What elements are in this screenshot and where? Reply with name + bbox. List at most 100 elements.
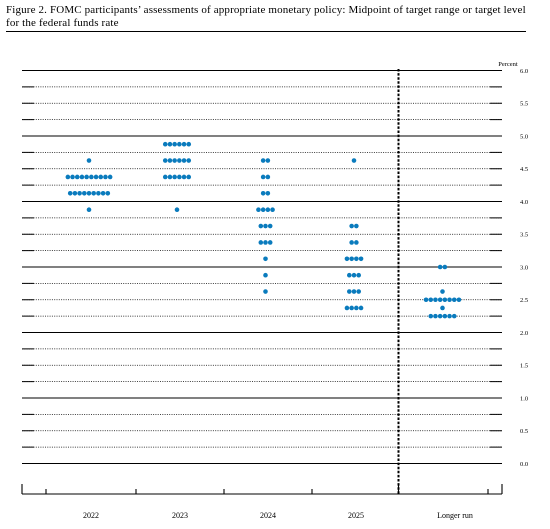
participant-dot bbox=[351, 289, 357, 294]
participant-dot bbox=[181, 141, 187, 147]
participant-dot bbox=[456, 297, 462, 303]
y-tick-label: 1.0 bbox=[520, 395, 528, 402]
participant-dot bbox=[437, 313, 443, 319]
participant-dot bbox=[347, 289, 352, 294]
y-tick-label: 3.0 bbox=[520, 264, 528, 271]
participant-dot bbox=[265, 174, 271, 180]
participant-dot bbox=[437, 297, 443, 303]
participant-dot bbox=[167, 158, 173, 163]
participant-dot bbox=[447, 297, 452, 303]
y-tick-labels: 6.0 5.5 5.0 4.5 4.0 3.5 3.0 2.5 2.0 1.5 1.0 0.5 0.0 bbox=[520, 68, 528, 468]
participant-dot bbox=[181, 174, 187, 180]
participant-dot bbox=[181, 158, 187, 163]
participant-dot bbox=[263, 256, 268, 262]
participant-dot bbox=[79, 174, 85, 180]
participant-dot bbox=[358, 256, 364, 262]
participant-dot bbox=[428, 297, 434, 303]
grid-lines bbox=[22, 69, 502, 465]
x-category-label: 2023 bbox=[172, 511, 188, 520]
participant-dot bbox=[77, 191, 82, 196]
y-tick-label: 4.0 bbox=[520, 199, 528, 206]
participant-dot bbox=[351, 272, 357, 278]
participant-dot bbox=[82, 191, 87, 196]
participant-dot bbox=[72, 191, 78, 196]
participant-dot bbox=[356, 272, 362, 278]
participant-dot bbox=[167, 141, 173, 147]
participant-dot bbox=[86, 191, 92, 196]
participant-dot bbox=[451, 297, 457, 303]
x-axis: 2022 2023 2024 2025 Longer run bbox=[21, 484, 503, 520]
y-tick-label: 5.5 bbox=[520, 101, 528, 108]
participant-dot bbox=[442, 313, 448, 319]
participant-dot bbox=[162, 174, 168, 180]
participant-dot bbox=[270, 207, 275, 212]
participant-dot bbox=[260, 207, 266, 212]
participant-dot bbox=[177, 174, 182, 180]
participant-dot bbox=[258, 240, 264, 245]
y-tick-label: 4.5 bbox=[520, 166, 528, 173]
participant-dot bbox=[428, 313, 434, 319]
participant-dot bbox=[89, 174, 94, 180]
participant-dot bbox=[177, 158, 182, 163]
participant-dot bbox=[267, 223, 273, 229]
participant-dot bbox=[344, 256, 350, 262]
x-category-label: Longer run bbox=[437, 511, 473, 520]
participant-dot bbox=[107, 174, 113, 180]
participant-dot bbox=[103, 174, 108, 180]
participant-dot bbox=[349, 305, 354, 311]
participant-dot bbox=[172, 174, 177, 180]
participant-dot bbox=[186, 158, 192, 163]
participant-dot bbox=[96, 191, 101, 196]
y-tick-label: 0.5 bbox=[520, 428, 528, 435]
participant-dot bbox=[440, 289, 445, 294]
participant-dot bbox=[172, 141, 177, 147]
participant-dot bbox=[440, 305, 445, 311]
participant-dot bbox=[84, 174, 89, 180]
participant-dot bbox=[349, 240, 354, 245]
participant-dot bbox=[263, 223, 268, 229]
y-tick-label: 6.0 bbox=[520, 68, 528, 75]
participant-dot bbox=[433, 313, 438, 319]
x-category-label: 2024 bbox=[260, 511, 276, 520]
participant-dot bbox=[263, 240, 268, 245]
participant-dot bbox=[433, 297, 438, 303]
participant-dot bbox=[100, 191, 106, 196]
participant-dot bbox=[258, 223, 264, 229]
participant-dot bbox=[98, 174, 104, 180]
participant-dot bbox=[186, 141, 192, 147]
x-category-label: 2022 bbox=[83, 511, 99, 520]
participant-dot bbox=[437, 264, 443, 270]
participant-dot bbox=[162, 158, 168, 163]
y-tick-label: 2.0 bbox=[520, 330, 528, 337]
participant-dot bbox=[442, 297, 448, 303]
y-tick-label: 2.5 bbox=[520, 297, 528, 304]
participant-dot bbox=[91, 191, 96, 196]
participant-dot bbox=[172, 158, 177, 163]
participant-dot bbox=[344, 305, 350, 311]
participant-dot bbox=[260, 158, 266, 163]
participant-dot bbox=[174, 207, 180, 212]
participant-dot bbox=[351, 158, 357, 163]
y-tick-label: 5.0 bbox=[520, 133, 528, 140]
participant-dot bbox=[349, 256, 354, 262]
participant-dot bbox=[70, 174, 75, 180]
participant-dot bbox=[354, 256, 359, 262]
participant-dot bbox=[263, 289, 268, 294]
participant-dot bbox=[358, 305, 364, 311]
dot-series bbox=[65, 141, 462, 319]
participant-dot bbox=[167, 174, 173, 180]
y-tick-label: 1.5 bbox=[520, 363, 528, 370]
y-axis-label: Percent bbox=[498, 61, 518, 68]
participant-dot bbox=[451, 313, 457, 319]
x-category-label: 2025 bbox=[348, 511, 364, 520]
participant-dot bbox=[86, 207, 92, 212]
participant-dot bbox=[67, 191, 73, 196]
participant-dot bbox=[356, 289, 362, 294]
participant-dot bbox=[349, 223, 354, 229]
participant-dot bbox=[186, 174, 192, 180]
y-tick-label: 3.5 bbox=[520, 232, 528, 239]
participant-dot bbox=[354, 223, 359, 229]
participant-dot bbox=[265, 207, 271, 212]
title-rule bbox=[6, 31, 526, 32]
participant-dot bbox=[265, 191, 271, 196]
